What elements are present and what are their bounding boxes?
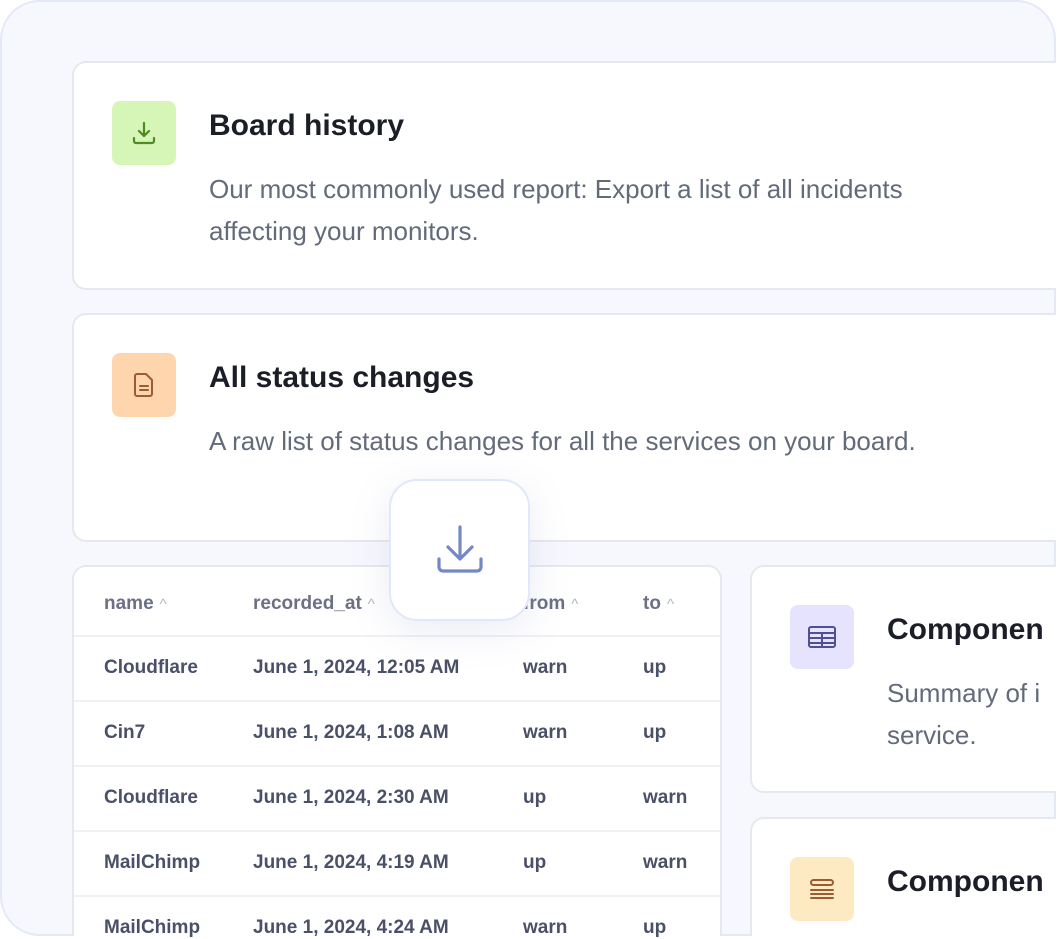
desc-line: Summary of i (887, 678, 1041, 708)
desc-line: A raw list of status changes for all the… (209, 426, 916, 456)
desc-line: affecting your monitors. (209, 216, 479, 246)
column-header-to[interactable]: to ^ (643, 593, 674, 614)
table-row[interactable]: MailChimp June 1, 2024, 4:19 AM up warn (74, 830, 720, 874)
cell-to: warn (643, 852, 688, 873)
cell-to: warn (643, 787, 688, 808)
report-card-component-summary[interactable]: Componen Summary of i service. (750, 565, 1056, 793)
download-button[interactable] (389, 479, 530, 621)
table-row[interactable]: Cloudflare June 1, 2024, 12:05 AM warn up (74, 635, 720, 679)
download-icon (112, 101, 176, 165)
sort-caret-icon: ^ (666, 596, 674, 613)
cell-name: MailChimp (104, 852, 201, 873)
cell-name: MailChimp (104, 917, 201, 938)
report-card-all-status-changes[interactable]: All status changes A raw list of status … (72, 313, 1056, 542)
column-header-recorded-at[interactable]: recorded_at ^ (253, 593, 375, 614)
table-icon (790, 605, 854, 669)
report-card-board-history[interactable]: Board history Our most commonly used rep… (72, 61, 1056, 290)
cell-name: Cloudflare (104, 657, 198, 678)
card-title: Componen (887, 613, 1044, 646)
cell-recorded-at: June 1, 2024, 2:30 AM (253, 787, 449, 808)
card-title: Componen (887, 865, 1044, 898)
sort-caret-icon: ^ (159, 596, 167, 613)
stack-icon (790, 857, 854, 921)
cell-from: up (523, 787, 547, 808)
desc-line: service. (887, 720, 977, 750)
document-icon (112, 353, 176, 417)
cell-recorded-at: June 1, 2024, 12:05 AM (253, 657, 460, 678)
card-title: All status changes (209, 361, 475, 394)
cell-to: up (643, 722, 667, 743)
cell-to: up (643, 657, 667, 678)
report-card-component-list[interactable]: Componen (750, 817, 1056, 936)
cell-recorded-at: June 1, 2024, 1:08 AM (253, 722, 449, 743)
cell-to: up (643, 917, 667, 938)
table-row[interactable]: MailChimp June 1, 2024, 4:24 AM warn up (74, 895, 720, 939)
column-header-name[interactable]: name ^ (104, 593, 167, 614)
cell-name: Cloudflare (104, 787, 198, 808)
sort-caret-icon: ^ (571, 596, 579, 613)
download-icon (436, 525, 483, 573)
card-description: Summary of i service. (887, 672, 1040, 756)
sort-caret-icon: ^ (367, 596, 375, 613)
column-header-from[interactable]: from ^ (523, 593, 579, 614)
cell-recorded-at: June 1, 2024, 4:19 AM (253, 852, 449, 873)
table-row[interactable]: Cloudflare June 1, 2024, 2:30 AM up warn (74, 765, 720, 809)
desc-line: Our most commonly used report: Export a … (209, 174, 903, 204)
table-row[interactable]: Cin7 June 1, 2024, 1:08 AM warn up (74, 700, 720, 744)
cell-name: Cin7 (104, 722, 146, 743)
cell-recorded-at: June 1, 2024, 4:24 AM (253, 917, 449, 938)
status-changes-table: name ^ recorded_at ^ from ^ to ^ Cloudflare J… (72, 565, 722, 939)
card-description: A raw list of status changes for all the… (209, 420, 916, 462)
card-description: Our most commonly used report: Export a … (209, 168, 903, 252)
cell-from: warn (523, 657, 568, 678)
cell-from: warn (523, 722, 568, 743)
card-title: Board history (209, 109, 405, 142)
cell-from: warn (523, 917, 568, 938)
cell-from: up (523, 852, 547, 873)
